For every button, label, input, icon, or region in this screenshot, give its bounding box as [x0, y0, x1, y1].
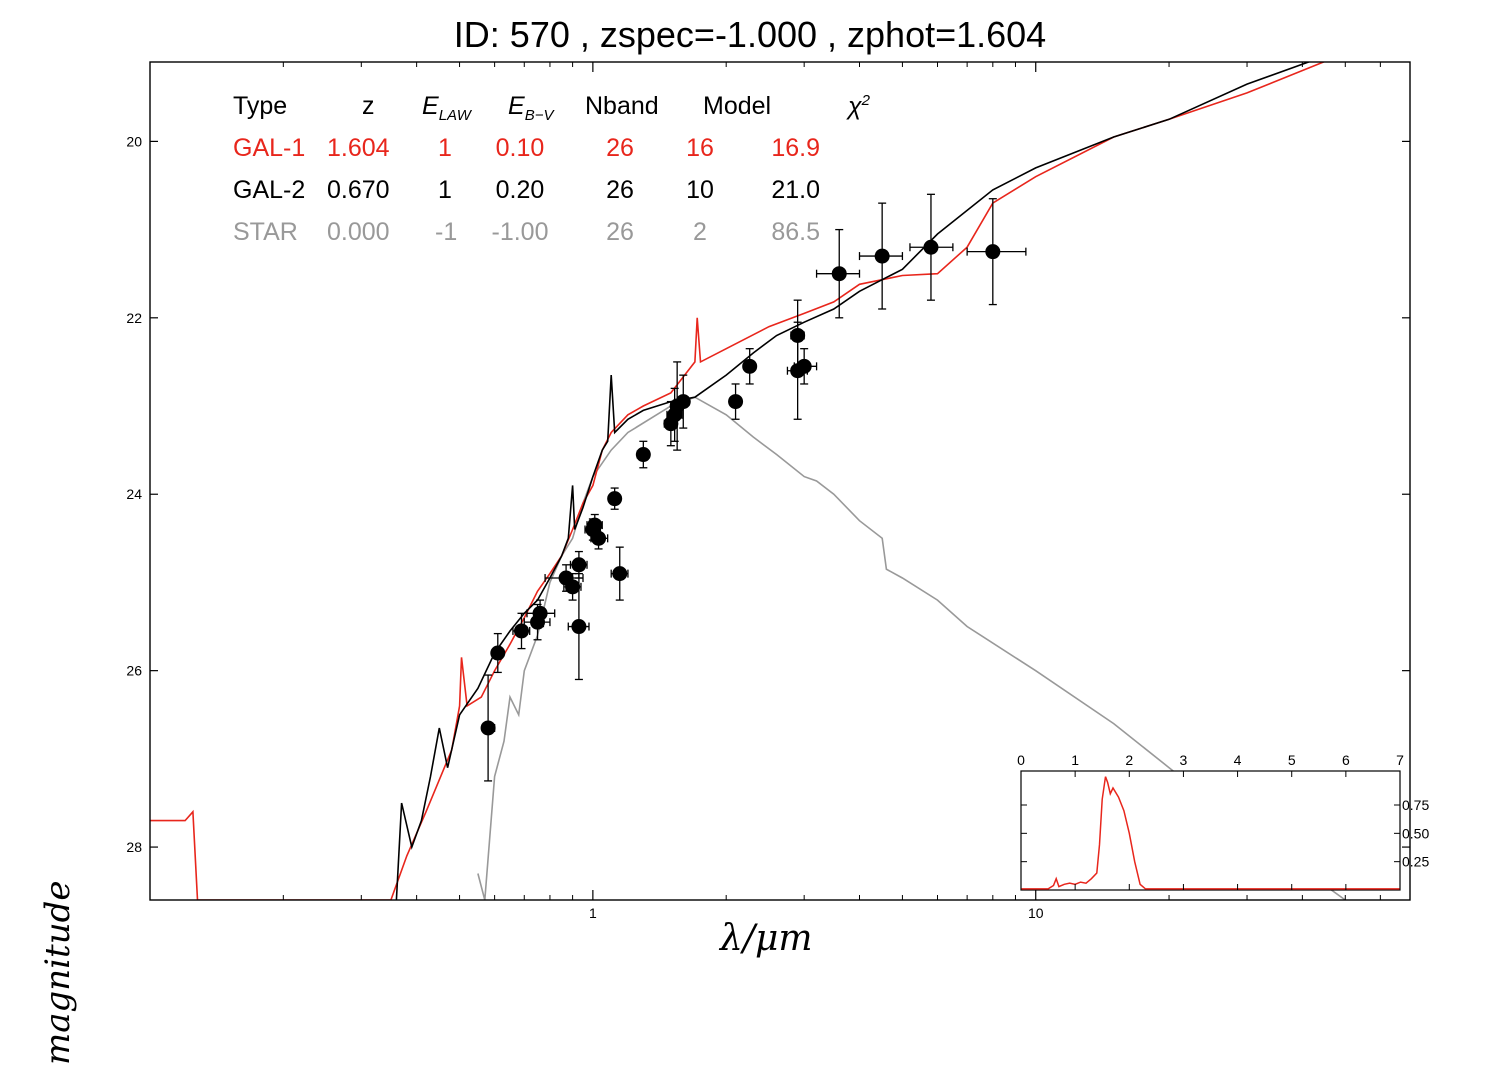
inset-y-tick-label: 0.75 — [1402, 797, 1429, 813]
photometry-point — [742, 349, 757, 384]
data-point — [490, 646, 505, 661]
table-cell: -1 — [435, 218, 455, 247]
data-point — [591, 531, 606, 546]
photometry-point — [636, 441, 651, 467]
table-header-type: Type — [233, 92, 287, 121]
table-cell: 1 — [435, 134, 455, 163]
pdz-inset: 0 1 2 3 4 5 6 7 0.25 0.50 0.75 — [1017, 752, 1429, 890]
table-header-z: z — [362, 92, 375, 121]
inset-x-tick-label: 5 — [1288, 752, 1296, 768]
data-point — [742, 359, 757, 374]
data-point — [923, 240, 938, 255]
data-point — [985, 244, 1000, 259]
data-point — [875, 249, 890, 264]
data-point — [571, 619, 586, 634]
data-point — [565, 579, 580, 594]
inset-x-tick-label: 4 — [1234, 752, 1242, 768]
y-tick-label: 26 — [126, 663, 142, 679]
y-tick-label: 28 — [126, 839, 142, 855]
table-cell: 86.5 — [735, 218, 820, 247]
inset-frame — [1021, 771, 1400, 890]
x-tick-label: 1 — [589, 905, 597, 921]
inset-y-tick-label: 0.25 — [1402, 854, 1429, 870]
table-cell: 1 — [435, 176, 455, 205]
inset-x-tick-label: 1 — [1071, 752, 1079, 768]
inset-x-tick-label: 2 — [1125, 752, 1133, 768]
data-point — [481, 720, 496, 735]
inset-x-tick-label: 6 — [1342, 752, 1350, 768]
inset-x-tick-label: 0 — [1017, 752, 1025, 768]
y-tick-label: 20 — [126, 133, 142, 149]
photometry-point — [607, 488, 622, 509]
data-point — [514, 623, 529, 638]
table-cell: GAL-2 — [233, 176, 313, 205]
inset-y-tick-label: 0.50 — [1402, 825, 1429, 841]
photometry-point — [490, 634, 505, 673]
table-cell: 10 — [685, 176, 715, 205]
table-cell: 16 — [685, 134, 715, 163]
photometry-point — [513, 613, 530, 648]
data-point — [832, 266, 847, 281]
table-cell: STAR — [233, 218, 313, 247]
y-tick-label: 24 — [126, 486, 142, 502]
data-point — [612, 566, 627, 581]
photometry-point — [611, 547, 628, 600]
photometry-point — [817, 230, 860, 318]
photometry-point — [859, 203, 902, 309]
data-point — [587, 518, 602, 533]
x-tick-label: 10 — [1028, 905, 1044, 921]
table-cell: 0.20 — [490, 176, 550, 205]
table-cell: 26 — [605, 134, 635, 163]
table-header-chi2: χ2 — [848, 92, 870, 121]
table-cell: 0.670 — [327, 176, 407, 205]
data-point — [797, 359, 812, 374]
table-header-elaw: ELAW — [422, 92, 471, 124]
data-point — [636, 447, 651, 462]
table-cell: 0.10 — [490, 134, 550, 163]
x-axis-label: λ/μm — [720, 918, 812, 959]
table-header-model: Model — [703, 92, 771, 121]
table-cell: 21.0 — [735, 176, 820, 205]
table-cell: -1.00 — [490, 218, 550, 247]
table-cell: 2 — [685, 218, 715, 247]
photometry-point — [728, 384, 743, 419]
table-header-nband: Nband — [585, 92, 659, 121]
table-cell: 0.000 — [327, 218, 407, 247]
inset-x-tick-label: 7 — [1396, 752, 1404, 768]
chart-title: ID: 570 , zspec=-1.000 , zphot=1.604 — [0, 14, 1500, 56]
table-cell: 26 — [605, 176, 635, 205]
table-cell: 16.9 — [735, 134, 820, 163]
photometry-point — [967, 199, 1026, 305]
data-point — [676, 394, 691, 409]
data-point — [571, 557, 586, 572]
data-point — [533, 606, 548, 621]
data-point — [607, 491, 622, 506]
inset-x-tick-label: 3 — [1180, 752, 1188, 768]
table-header-ebv: EB−V — [508, 92, 553, 124]
data-point — [728, 394, 743, 409]
photometry-point — [481, 675, 496, 781]
table-cell: GAL-1 — [233, 134, 313, 163]
table-cell: 1.604 — [327, 134, 407, 163]
y-axis-label: magnitude — [38, 881, 78, 1065]
photometry-point — [910, 194, 953, 300]
table-cell: 26 — [605, 218, 635, 247]
y-tick-label: 22 — [126, 310, 142, 326]
